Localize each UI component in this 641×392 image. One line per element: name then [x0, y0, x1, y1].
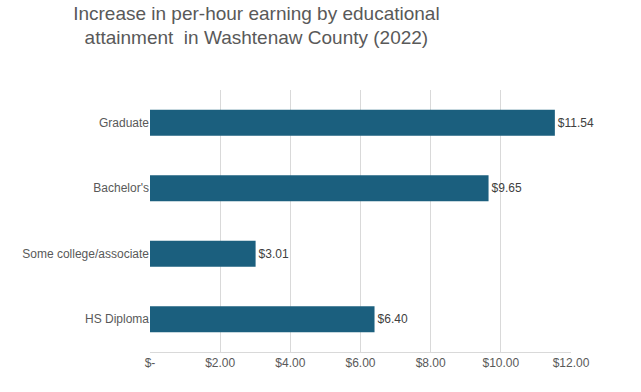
svg-text:$11.54: $11.54 — [558, 116, 594, 130]
svg-text:$6.00: $6.00 — [345, 356, 375, 370]
svg-text:$9.65: $9.65 — [492, 181, 522, 195]
svg-text:$4.00: $4.00 — [275, 356, 305, 370]
svg-text:$10.00: $10.00 — [482, 356, 519, 370]
svg-text:$3.01: $3.01 — [259, 247, 289, 261]
svg-text:Bachelor's: Bachelor's — [93, 181, 149, 195]
svg-text:$2.00: $2.00 — [205, 356, 235, 370]
svg-text:$-: $- — [145, 356, 156, 370]
svg-text:HS Diploma: HS Diploma — [85, 312, 149, 326]
svg-text:Increase in per-hour earning b: Increase in per-hour earning by educatio… — [73, 3, 440, 49]
svg-text:$6.40: $6.40 — [378, 312, 408, 326]
svg-text:Graduate: Graduate — [99, 116, 149, 130]
svg-text:Some college/associate: Some college/associate — [22, 247, 149, 261]
svg-text:$12.00: $12.00 — [553, 356, 590, 370]
svg-text:$8.00: $8.00 — [416, 356, 446, 370]
